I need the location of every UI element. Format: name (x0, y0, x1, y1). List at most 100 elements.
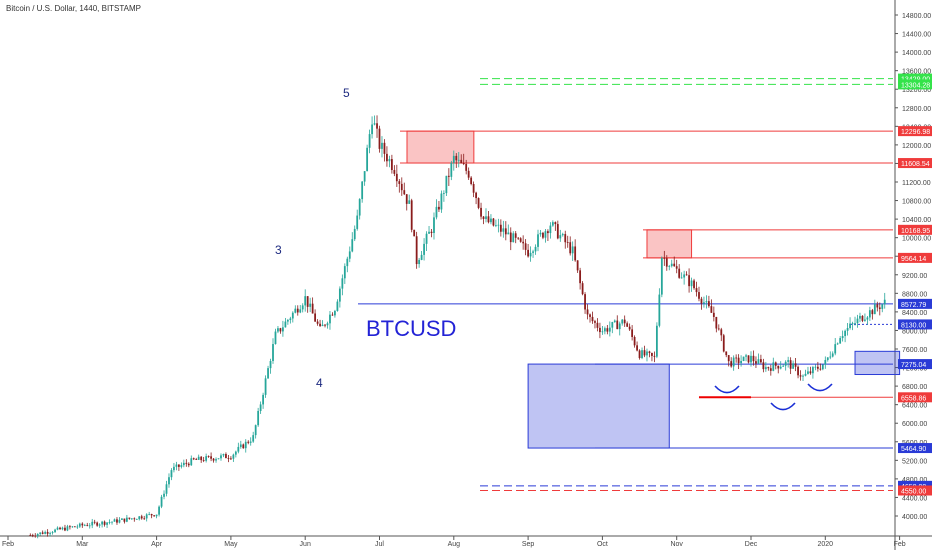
candle-body (400, 183, 403, 191)
candle-body (861, 315, 864, 321)
price-tag (898, 319, 932, 330)
price-tag (898, 359, 932, 370)
candle-body (217, 458, 220, 460)
candle-body (683, 274, 686, 278)
candle-body (873, 304, 876, 315)
candle-body (720, 329, 723, 336)
candle-body (591, 316, 594, 322)
candle-body (277, 328, 279, 332)
candle-body (252, 435, 255, 442)
candle-body (272, 344, 274, 362)
candle-body (408, 200, 411, 204)
candle-body (764, 367, 767, 370)
price-zone (646, 229, 693, 259)
candle-body (130, 518, 133, 520)
candle-body (336, 301, 339, 311)
wave-3-label: 3 (275, 243, 282, 257)
candle-body (851, 323, 854, 325)
candle-body (284, 321, 287, 328)
price-tag-label: 7275.04 (901, 362, 926, 369)
candle-body (81, 523, 84, 526)
candle-body (606, 328, 609, 332)
y-tick-label: 6400.00 (902, 403, 927, 410)
candle-body (715, 316, 718, 329)
candle-body (477, 198, 480, 208)
price-tag (898, 392, 932, 403)
candle-body (673, 263, 676, 267)
candle-body (576, 260, 579, 271)
candle-body (215, 459, 217, 461)
candle-body (707, 301, 710, 307)
candle-body (279, 328, 282, 332)
candle-body (504, 228, 507, 235)
candle-body (269, 361, 272, 369)
candle-body (539, 232, 542, 235)
candle-body (324, 324, 326, 326)
candle-body (462, 163, 465, 165)
candle-body (296, 308, 299, 313)
y-tick-label: 13600.00 (902, 69, 931, 76)
candle-body (93, 521, 96, 523)
candle-body (544, 231, 547, 238)
candle-body (519, 238, 522, 242)
candle-body (44, 531, 47, 534)
candle-body (695, 288, 698, 293)
x-tick-label: May (224, 541, 238, 548)
candle-body (750, 355, 752, 363)
candle-body (693, 280, 695, 289)
candle-body (452, 155, 455, 163)
candle-body (145, 514, 148, 519)
candle-body (225, 454, 227, 459)
price-tag-label: 12296.98 (901, 129, 930, 136)
candle-body (338, 288, 341, 302)
candle-body (247, 441, 250, 443)
candle-body (54, 529, 56, 533)
candle-body (319, 323, 321, 327)
candle-body (499, 224, 502, 232)
candle-body (631, 329, 634, 337)
candle-body (150, 514, 153, 516)
candle-body (428, 231, 430, 234)
candle-body (244, 441, 247, 449)
price-tag (898, 298, 932, 309)
candle-body (135, 519, 138, 520)
price-tag (898, 485, 932, 496)
candle-body (495, 225, 497, 226)
candle-body (331, 314, 334, 316)
price-tag-label: 8572.79 (901, 302, 926, 309)
candle-body (482, 216, 485, 219)
candle-body (230, 458, 232, 460)
candle-body (423, 243, 425, 255)
x-tick-label: Dec (745, 541, 758, 548)
candle-body (299, 309, 302, 313)
candle-body (274, 331, 277, 345)
candle-body (467, 170, 470, 178)
pattern-arc (770, 402, 796, 411)
candle-body (356, 215, 359, 229)
y-tick-label: 5200.00 (902, 458, 927, 465)
candle-body (455, 155, 458, 161)
candle-body (440, 193, 443, 210)
candle-body (190, 458, 193, 466)
candle-body (777, 365, 780, 369)
candle-body (418, 259, 421, 265)
candle-body (517, 237, 520, 239)
wave-5-label: 5 (343, 86, 350, 100)
candle-body (616, 320, 619, 330)
candle-body (814, 366, 817, 368)
candle-body (670, 263, 673, 267)
candle-body (207, 456, 210, 457)
candle-body (39, 532, 42, 535)
x-tick-label: Aug (448, 541, 461, 548)
candle-body (819, 368, 822, 370)
candle-body (579, 270, 582, 284)
candle-body (66, 526, 69, 531)
candle-body (450, 162, 453, 177)
candle-body (413, 229, 416, 237)
candle-body (457, 159, 460, 161)
candle-body (559, 235, 562, 239)
candle-body (621, 319, 624, 324)
candle-body (49, 533, 52, 534)
candle-body (490, 218, 492, 223)
